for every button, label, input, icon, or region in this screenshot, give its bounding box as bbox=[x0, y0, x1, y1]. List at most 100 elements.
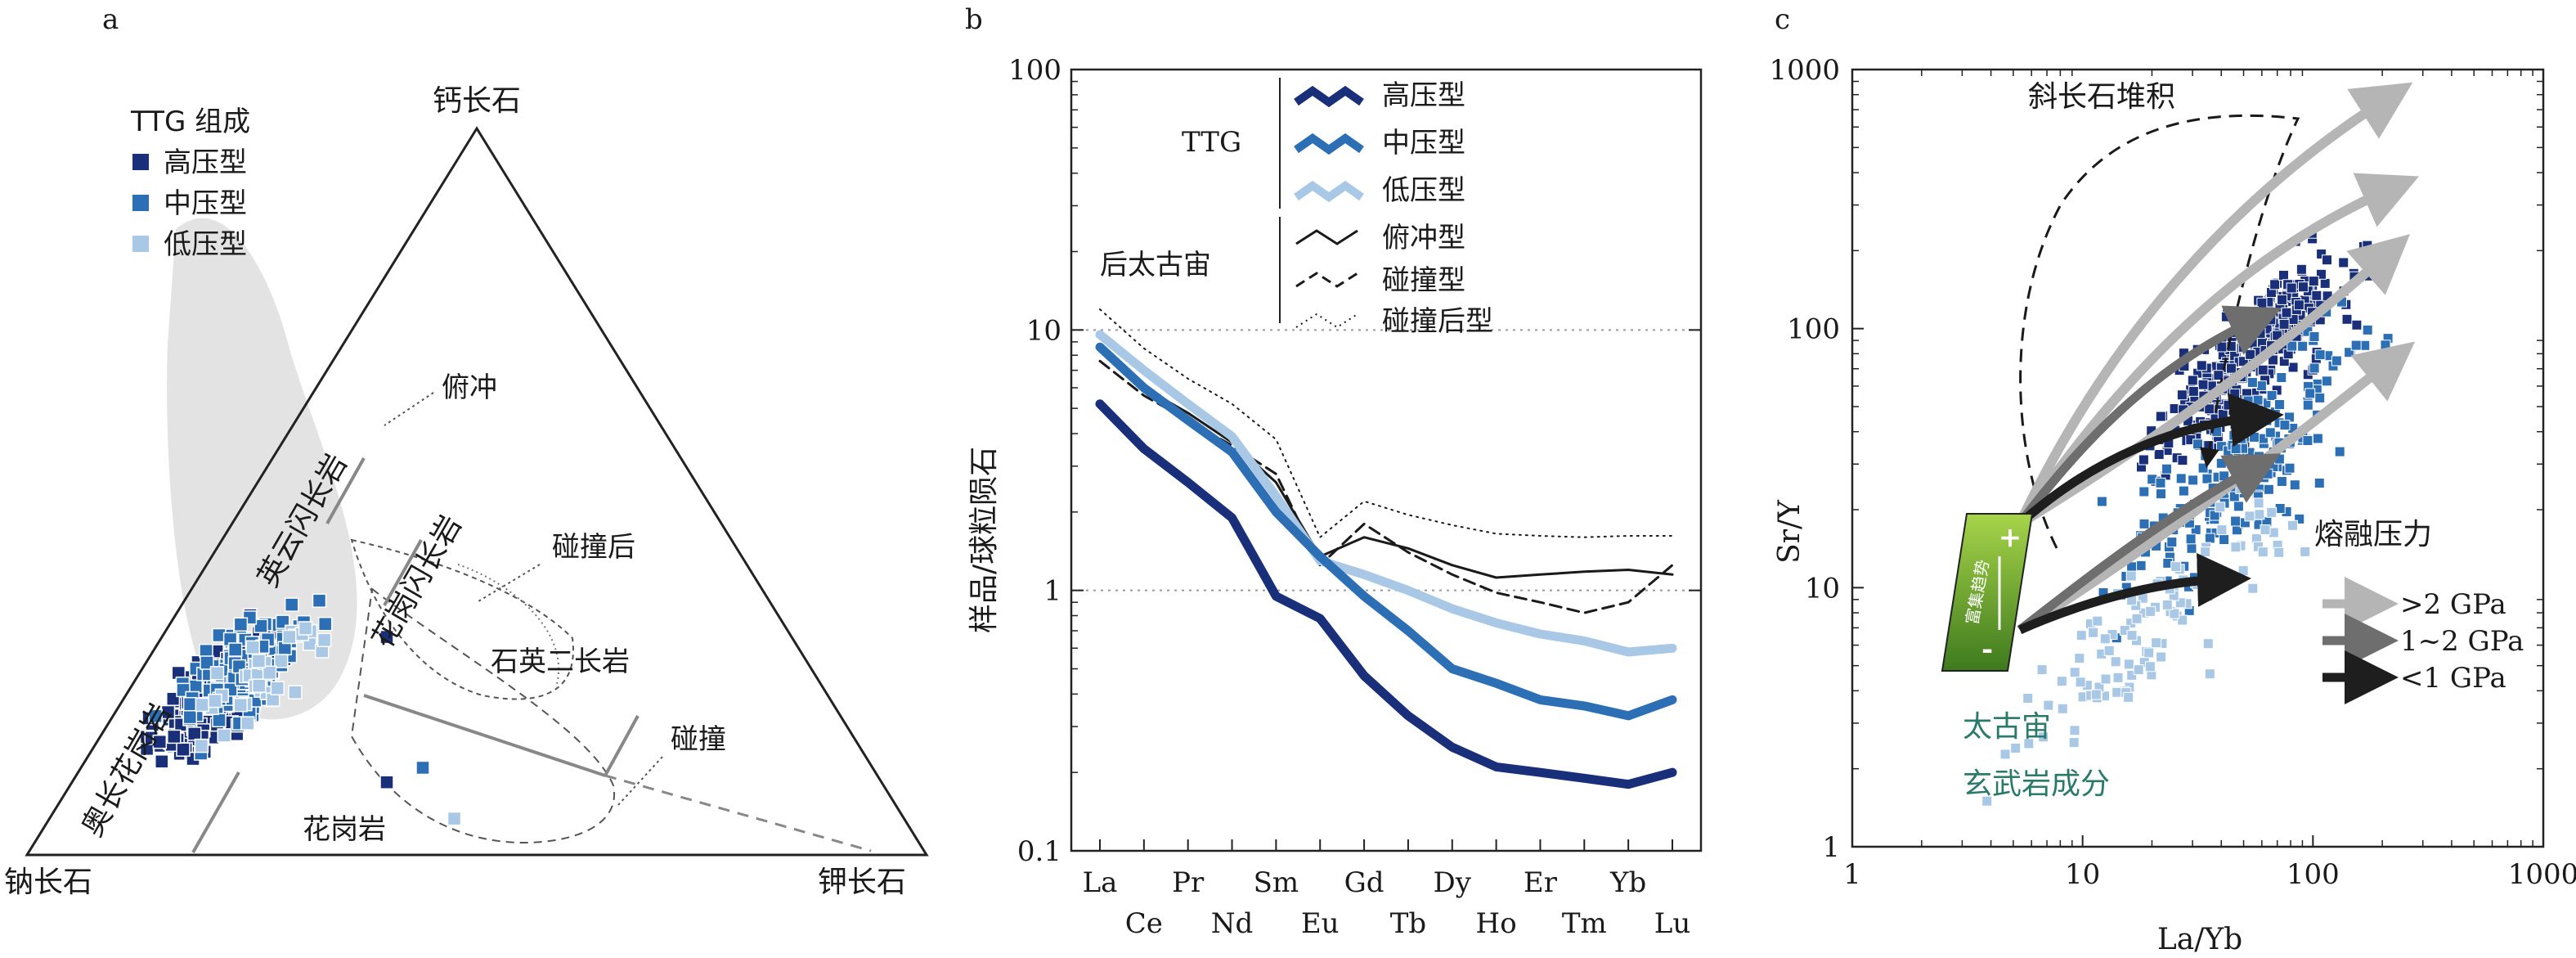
sry-point bbox=[2226, 362, 2237, 374]
sry-point bbox=[2309, 362, 2320, 374]
sry-point bbox=[2334, 446, 2345, 457]
ytick-label: 1 bbox=[1822, 831, 1840, 864]
sry-point bbox=[2269, 279, 2281, 290]
ternary-point bbox=[245, 640, 260, 655]
melt-pressure-arrows bbox=[2015, 82, 2419, 635]
boundary-granodiorite-upper bbox=[383, 539, 423, 606]
field-granodiorite: 花岗闪长岩 bbox=[366, 510, 469, 654]
sry-point bbox=[2135, 560, 2147, 571]
sry-point bbox=[2265, 314, 2277, 326]
ternary-point bbox=[155, 754, 169, 769]
ternary-point bbox=[167, 729, 182, 744]
boundary-qmonzonite-right bbox=[604, 715, 640, 776]
ternary-point bbox=[217, 728, 231, 743]
sry-point bbox=[2200, 546, 2211, 558]
ternary-point bbox=[251, 678, 267, 693]
sry-point bbox=[2175, 473, 2187, 484]
sry-point bbox=[2237, 565, 2249, 576]
panel-b-frame bbox=[1070, 68, 1703, 852]
sry-point bbox=[2126, 630, 2138, 641]
sry-point bbox=[2144, 661, 2156, 672]
sry-point bbox=[2092, 615, 2103, 627]
sry-point bbox=[2266, 506, 2278, 518]
sry-point bbox=[2166, 537, 2178, 548]
sry-point bbox=[2253, 497, 2264, 509]
sry-point bbox=[2010, 743, 2022, 753]
sry-point bbox=[2112, 686, 2123, 698]
ternary-point bbox=[182, 709, 198, 725]
panel-b-gridlines bbox=[1071, 329, 1701, 591]
legend-a-swatch-low bbox=[132, 236, 149, 252]
sry-point bbox=[2302, 399, 2313, 411]
sry-point bbox=[2321, 376, 2332, 387]
sry-point bbox=[2362, 324, 2373, 335]
panel-a-label: a bbox=[102, 3, 119, 36]
plag-cumulate-loop bbox=[2019, 114, 2300, 549]
sry-point bbox=[2103, 645, 2115, 656]
sry-point bbox=[2263, 483, 2274, 495]
legend-b-group-ttg: TTG bbox=[1182, 126, 1241, 159]
xtick-label: Tm bbox=[1562, 907, 1607, 940]
ternary-point bbox=[233, 697, 248, 713]
sry-point bbox=[1999, 749, 2011, 760]
sry-point bbox=[2099, 633, 2111, 645]
sry-point bbox=[2284, 462, 2296, 474]
xtick-label: Lu bbox=[1654, 907, 1690, 940]
sry-point bbox=[2254, 509, 2265, 520]
sry-point bbox=[2252, 394, 2264, 406]
legend-a-title: TTG 组成 bbox=[130, 106, 250, 138]
arrow-high-1 bbox=[2015, 82, 2413, 526]
xtick-label: Nd bbox=[1211, 907, 1254, 940]
panel-c-frame bbox=[1851, 68, 2545, 848]
sry-point bbox=[2311, 290, 2322, 301]
label-collision: 碰撞 bbox=[671, 723, 726, 756]
arrow-high-3 bbox=[2017, 234, 2410, 528]
enrichment-box: + - 富集趋势 bbox=[1941, 513, 2034, 672]
field-qmonzonite: 石英二长岩 bbox=[491, 645, 630, 678]
sry-point bbox=[2242, 395, 2254, 407]
sry-point bbox=[2023, 738, 2035, 749]
sry-point bbox=[2362, 240, 2373, 251]
sry-point bbox=[2302, 435, 2313, 446]
sry-point bbox=[2076, 630, 2087, 641]
xtick-label: Ce bbox=[1125, 907, 1163, 940]
sry-point bbox=[2260, 524, 2271, 535]
sry-point bbox=[2151, 637, 2162, 649]
xtick-label: La bbox=[1083, 866, 1118, 899]
xtick-label: 1 bbox=[1843, 858, 1861, 891]
sry-point bbox=[2286, 282, 2297, 294]
xtick-label: 1000 bbox=[2508, 858, 2576, 891]
sry-point bbox=[2247, 582, 2259, 594]
sry-point bbox=[2314, 349, 2326, 361]
sry-point bbox=[2209, 510, 2220, 521]
sry-point bbox=[2145, 605, 2156, 617]
ternary-point bbox=[194, 738, 209, 753]
panel-c-ticks: 1 10 100 1000 1 10 100 1000 bbox=[1769, 54, 2576, 891]
sry-point bbox=[2230, 542, 2242, 553]
legend-b-mid: 中压型 bbox=[1382, 127, 1465, 160]
sry-point bbox=[2177, 614, 2188, 626]
ternary-point bbox=[188, 679, 203, 694]
sry-point bbox=[2188, 385, 2199, 397]
sry-point bbox=[2204, 533, 2215, 544]
sry-point bbox=[2237, 426, 2249, 438]
sry-point bbox=[2133, 664, 2144, 676]
sry-point bbox=[2298, 281, 2309, 293]
sry-point bbox=[2155, 477, 2166, 488]
sry-point bbox=[2319, 277, 2331, 289]
xtick-label: Yb bbox=[1609, 866, 1646, 899]
panel-c-sry-layb: c Sr/Y La/Yb + - 富集趋势 1 10 100 1000 1 10 100 10… bbox=[1769, 3, 2576, 956]
sry-point bbox=[2110, 656, 2121, 668]
ternary-point bbox=[208, 693, 222, 708]
legend-c-high: >2 GPa bbox=[2400, 588, 2506, 621]
sry-point bbox=[2153, 449, 2165, 460]
ternary-point bbox=[233, 617, 249, 632]
sry-point bbox=[2169, 608, 2180, 619]
panel-b-ree-lines bbox=[1095, 308, 1677, 789]
legend-b-group-post: 后太古宙 bbox=[1100, 249, 1211, 281]
sry-point bbox=[2186, 542, 2197, 554]
legend-a-swatch-high bbox=[132, 154, 149, 170]
legend-b-post-collision: 碰撞后型 bbox=[1382, 305, 1493, 338]
sry-point bbox=[2204, 668, 2215, 680]
sry-point bbox=[2125, 570, 2137, 582]
